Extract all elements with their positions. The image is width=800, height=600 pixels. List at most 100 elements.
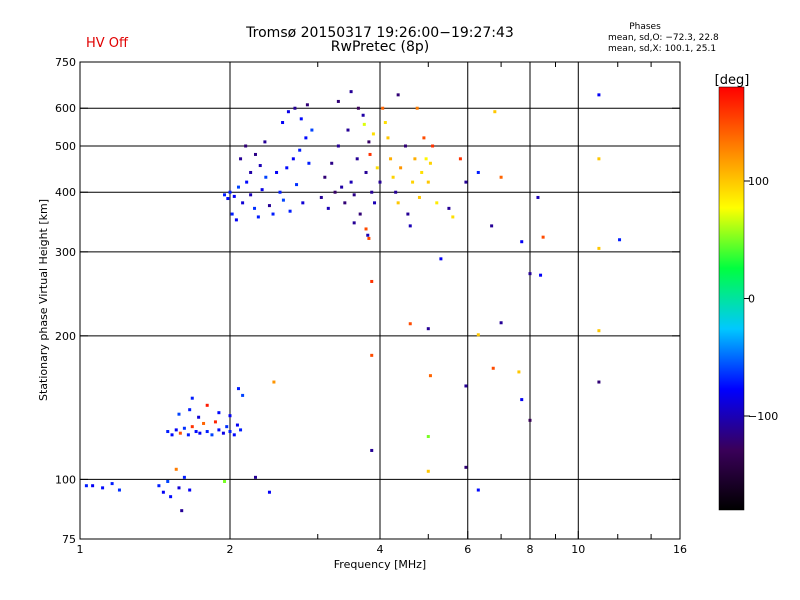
echo-point xyxy=(447,206,451,210)
echo-point xyxy=(520,240,524,244)
y-axis: 75 100 200 300 400 500 600 750 xyxy=(55,56,680,546)
echo-point xyxy=(241,393,245,397)
echo-point xyxy=(228,414,232,418)
echo-point xyxy=(236,185,240,189)
echo-point xyxy=(476,333,480,337)
echo-point xyxy=(352,221,356,225)
echo-point xyxy=(295,183,299,187)
phases-o-stats: mean, sd,O: −72.3, 22.8 xyxy=(608,33,719,43)
echo-point xyxy=(178,431,182,435)
y-axis-label: Stationary phase Virtual Height [km] xyxy=(37,199,50,401)
echo-point xyxy=(426,469,430,473)
echo-point xyxy=(239,157,243,161)
echo-point xyxy=(375,166,379,170)
echo-point xyxy=(367,140,371,144)
echo-point xyxy=(305,103,309,107)
echo-point xyxy=(476,170,480,174)
echo-point xyxy=(232,194,236,198)
echo-point xyxy=(230,212,234,216)
echo-point xyxy=(91,484,95,488)
echo-point xyxy=(299,117,303,121)
echo-point xyxy=(499,175,503,179)
echo-point xyxy=(298,148,302,152)
echo-point xyxy=(411,180,415,184)
echo-point xyxy=(84,484,88,488)
echo-point xyxy=(272,380,276,384)
echo-point xyxy=(597,246,601,250)
echo-point xyxy=(253,152,257,156)
y-tick-label: 750 xyxy=(55,56,76,69)
echo-point xyxy=(223,193,227,197)
echo-point xyxy=(228,430,232,434)
echo-point xyxy=(263,140,267,144)
echo-point xyxy=(346,128,350,132)
echo-point xyxy=(281,121,285,125)
echo-point xyxy=(256,215,260,219)
y-tick-label: 75 xyxy=(62,533,76,546)
echo-point xyxy=(217,411,221,415)
y-tick-label: 500 xyxy=(55,140,76,153)
echo-point xyxy=(249,193,253,197)
echo-point xyxy=(169,495,173,499)
echo-point xyxy=(378,180,382,184)
echo-point xyxy=(422,136,426,140)
echo-point xyxy=(202,421,206,425)
echo-point xyxy=(110,482,114,486)
colorbar-tick-label: 0 xyxy=(748,293,755,306)
echo-point xyxy=(435,201,439,205)
echo-point xyxy=(490,224,494,228)
echo-point xyxy=(205,430,209,434)
echo-point xyxy=(291,157,295,161)
echo-point xyxy=(197,415,201,419)
colorbar-gradient xyxy=(718,86,745,511)
echo-point xyxy=(406,212,410,216)
y-tick-label: 200 xyxy=(55,330,76,343)
echo-point xyxy=(182,426,186,430)
echo-point xyxy=(260,188,264,192)
echo-point xyxy=(417,195,421,199)
echo-point xyxy=(499,321,503,325)
echo-point xyxy=(536,195,540,199)
echo-point xyxy=(174,428,178,432)
echo-point xyxy=(356,106,360,110)
echo-point xyxy=(439,257,443,261)
echo-point xyxy=(285,166,289,170)
echo-point xyxy=(415,106,419,110)
echo-point xyxy=(352,193,356,197)
echo-point xyxy=(177,412,181,416)
echo-point xyxy=(253,206,257,210)
colorbar-ticks: 100 0 −100 xyxy=(744,175,778,423)
echo-point xyxy=(349,180,353,184)
echo-point xyxy=(528,418,532,422)
echo-point xyxy=(288,209,292,213)
grid-lines xyxy=(80,62,680,539)
echo-point xyxy=(340,185,344,189)
echo-point xyxy=(426,435,430,439)
echo-point xyxy=(232,433,236,437)
echo-point xyxy=(166,479,170,483)
echo-point xyxy=(188,488,192,492)
echo-point xyxy=(258,164,262,168)
echo-point xyxy=(597,157,601,161)
echo-point xyxy=(396,201,400,205)
echo-point xyxy=(493,110,497,114)
echo-point xyxy=(236,387,240,391)
echo-point xyxy=(476,488,480,492)
echo-point xyxy=(221,431,225,435)
hv-status-label: HV Off xyxy=(86,36,128,51)
echo-point xyxy=(241,201,245,205)
colorbar-label: [deg] xyxy=(715,73,750,88)
echo-point xyxy=(244,144,248,148)
y-tick-label: 400 xyxy=(55,186,76,199)
echo-point xyxy=(431,144,435,148)
echo-point xyxy=(426,327,430,331)
chart-title: Tromsø 20150317 19:26:00−19:27:43 xyxy=(246,25,514,41)
echo-point xyxy=(275,170,279,174)
echo-point xyxy=(618,238,622,242)
echo-point xyxy=(226,197,230,201)
echo-point xyxy=(194,430,198,434)
echo-point xyxy=(458,157,462,161)
echo-point xyxy=(464,465,468,469)
echo-point xyxy=(177,486,181,490)
echo-point xyxy=(235,423,239,427)
